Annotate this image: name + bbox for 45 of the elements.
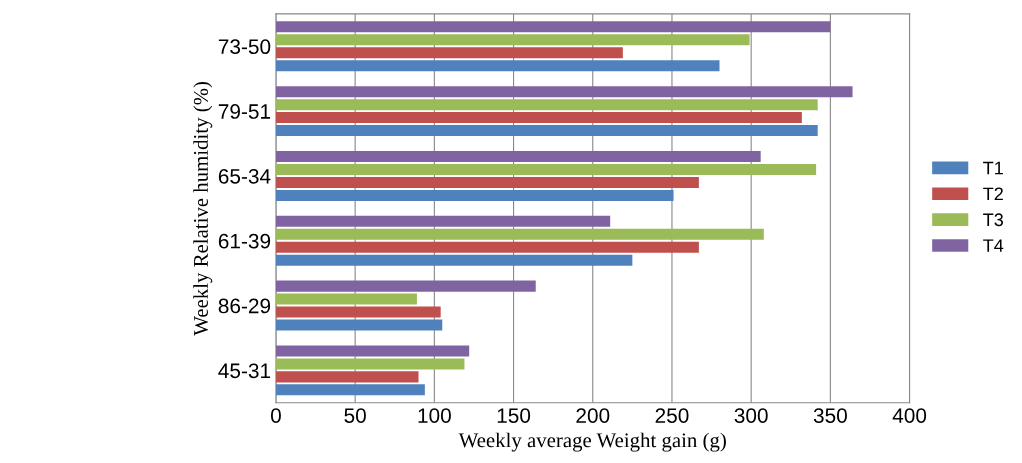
x-tick-label: 350 <box>813 408 847 423</box>
bar <box>275 125 818 137</box>
bar <box>275 280 536 292</box>
x-tick-label: 300 <box>734 408 768 423</box>
y-tick-label: 45-31 <box>218 363 271 379</box>
legend-label: T3 <box>983 213 1003 227</box>
legend-label: T4 <box>983 239 1004 252</box>
legend-label: T1 <box>983 161 1003 175</box>
bar <box>275 150 761 162</box>
bar <box>275 99 818 111</box>
x-tick-label: 150 <box>497 408 531 423</box>
y-tick-label: 61-39 <box>218 233 271 249</box>
x-tick-label: 100 <box>418 408 451 423</box>
bar <box>275 345 470 357</box>
y-axis-title: Weekly Relative humidity (%) <box>193 81 213 336</box>
bar <box>275 34 750 46</box>
bar <box>275 21 831 33</box>
y-tick-label: 65-34 <box>218 168 271 184</box>
bar <box>275 384 425 396</box>
bar <box>275 86 853 98</box>
bar <box>275 228 764 240</box>
bar <box>275 112 802 124</box>
bar <box>275 371 419 383</box>
bar <box>275 358 465 370</box>
bar <box>275 176 699 188</box>
bar <box>275 306 441 318</box>
x-tick-label: 250 <box>655 408 689 423</box>
x-tick-label: 400 <box>892 408 927 423</box>
y-tick-label: 73-50 <box>218 39 271 55</box>
bar <box>275 189 674 201</box>
bar <box>275 241 699 253</box>
bar <box>275 254 633 266</box>
legend-label: T2 <box>983 187 1003 201</box>
bar <box>275 47 623 59</box>
y-tick-label: 79-51 <box>218 104 271 119</box>
x-tick-label: 200 <box>576 408 610 423</box>
x-tick-label: 50 <box>344 408 366 423</box>
y-tick-label: 86-29 <box>218 298 271 314</box>
bar <box>275 60 720 72</box>
x-axis-title: Weekly average Weight gain (g) <box>458 432 726 452</box>
x-tick-label: 0 <box>270 408 281 423</box>
bar <box>275 215 611 227</box>
bar <box>275 163 817 175</box>
bar <box>275 319 443 331</box>
bar <box>275 293 417 305</box>
